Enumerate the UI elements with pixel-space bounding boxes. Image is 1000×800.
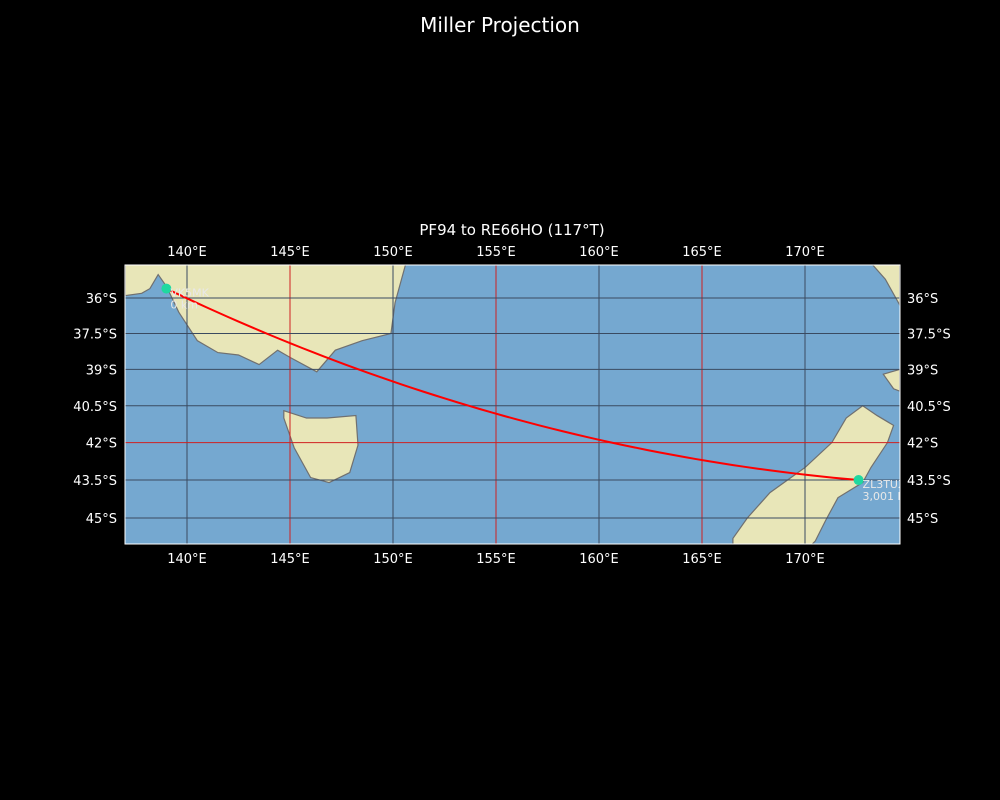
lon-tick-label: 170°E xyxy=(785,245,825,260)
lat-tick-label: 42°S xyxy=(86,437,117,452)
lat-tick-label: 45°S xyxy=(907,512,938,527)
lat-tick-label: 36°S xyxy=(907,292,938,307)
figure-title: Miller Projection xyxy=(420,13,580,37)
station-distance: 0 km xyxy=(170,299,198,312)
station-marker[interactable] xyxy=(853,475,864,486)
lat-tick-label: 42°S xyxy=(907,437,938,452)
lon-tick-label: 140°E xyxy=(167,552,207,567)
map-subtitle: PF94 to RE66HO (117°T) xyxy=(419,221,604,239)
lat-tick-label: 43.5°S xyxy=(907,474,951,489)
lon-tick-label: 155°E xyxy=(476,552,516,567)
lon-tick-label: 145°E xyxy=(270,245,310,260)
lon-tick-label: 150°E xyxy=(373,552,413,567)
lon-tick-label: 165°E xyxy=(682,245,722,260)
great-circle-path xyxy=(165,287,859,482)
lon-tick-label: 155°E xyxy=(476,245,516,260)
lon-tick-label: 165°E xyxy=(682,552,722,567)
lon-tick-label: 160°E xyxy=(579,245,619,260)
lon-tick-label: 150°E xyxy=(373,245,413,260)
station-distance: 3,001 km xyxy=(863,490,915,503)
land-tasmania xyxy=(283,409,359,484)
lat-tick-label: 43.5°S xyxy=(73,474,117,489)
lon-tick-label: 160°E xyxy=(579,552,619,567)
lat-tick-label: 39°S xyxy=(907,363,938,378)
lat-tick-label: 37.5°S xyxy=(907,327,951,342)
lon-tick-label: 140°E xyxy=(167,245,207,260)
station-call: ZL3TUX xyxy=(863,478,906,491)
lat-tick-label: 45°S xyxy=(86,512,117,527)
map-frame xyxy=(124,264,901,545)
lat-tick-label: 36°S xyxy=(86,292,117,307)
lat-tick-label: 40.5°S xyxy=(73,400,117,415)
lon-tick-label: 145°E xyxy=(270,552,310,567)
lon-tick-label: 170°E xyxy=(785,552,825,567)
land-australia xyxy=(125,265,407,373)
lat-tick-label: 37.5°S xyxy=(73,327,117,342)
station-marker[interactable] xyxy=(161,283,172,294)
station-call: VK5MK xyxy=(170,287,209,300)
lat-tick-label: 39°S xyxy=(86,363,117,378)
lat-tick-label: 40.5°S xyxy=(907,400,951,415)
